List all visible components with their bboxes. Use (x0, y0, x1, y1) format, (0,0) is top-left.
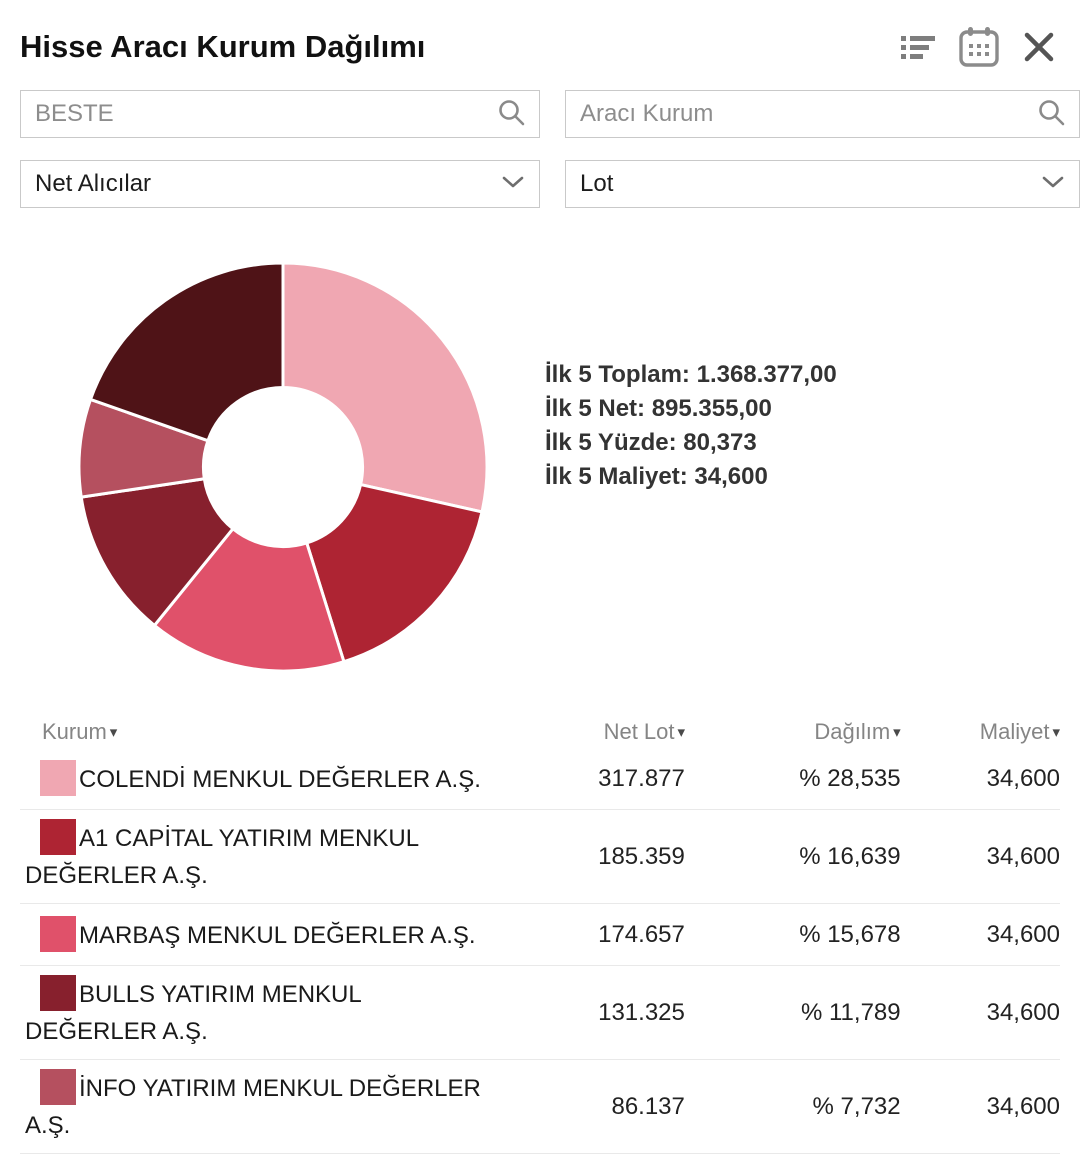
netlot-cell: 174.657 (598, 920, 685, 948)
maliyet-cell: 34,600 (986, 998, 1060, 1026)
broker-name-cell: BULLS YATIRIM MENKUL DEĞERLER A.Ş. (20, 975, 482, 1050)
sort-icon: ▾ (893, 724, 901, 741)
color-swatch (40, 975, 76, 1011)
chevron-down-icon (501, 174, 525, 195)
table-row[interactable]: A1 CAPİTAL YATIRIM MENKUL DEĞERLER A.Ş. … (20, 810, 1060, 904)
summary-line: İlk 5 Toplam: 1.368.377,00 (545, 361, 837, 388)
chevron-down-icon (1041, 174, 1065, 195)
column-header-dagilim[interactable]: Dağılım ▾ (814, 719, 901, 744)
calendar-icon[interactable] (958, 26, 1000, 68)
unit-select-value: Lot (580, 170, 614, 197)
dagilim-cell: % 15,678 (799, 920, 901, 948)
netlot-cell: 317.877 (598, 764, 685, 792)
table-row[interactable]: BULLS YATIRIM MENKUL DEĞERLER A.Ş. 131.3… (20, 966, 1060, 1060)
column-header-kurum[interactable]: Kurum ▾ (42, 719, 118, 744)
dagilim-cell: % 7,732 (812, 1092, 901, 1120)
donut-chart (77, 261, 489, 673)
color-swatch (40, 759, 76, 796)
side-select-value: Net Alıcılar (35, 170, 152, 197)
panel-header: Hisse Aracı Kurum Dağılımı (20, 0, 1060, 68)
summary-line: İlk 5 Maliyet: 34,600 (545, 463, 768, 490)
netlot-cell: 86.137 (611, 1092, 685, 1120)
close-icon[interactable] (1022, 30, 1056, 64)
donut-slice[interactable] (79, 477, 235, 627)
maliyet-cell: 34,600 (986, 920, 1060, 948)
donut-slice[interactable] (305, 483, 484, 664)
header-icon-group (900, 26, 1056, 68)
dagilim-cell: % 28,535 (799, 764, 901, 792)
netlot-cell: 131.325 (598, 998, 685, 1026)
maliyet-cell: 34,600 (986, 764, 1060, 792)
dagilim-cell: % 11,789 (800, 998, 901, 1026)
column-header-netlot[interactable]: Net Lot ▾ (603, 719, 686, 744)
color-swatch (40, 1069, 76, 1105)
maliyet-cell: 34,600 (986, 842, 1060, 870)
sort-icon: ▾ (109, 724, 118, 741)
symbol-search-input[interactable] (35, 91, 497, 137)
table-header-row: Kurum ▾ Net Lot ▾ Dağılım ▾ Maliyet ▾ (20, 716, 1060, 748)
summary-line: İlk 5 Net: 895.355,00 (545, 395, 772, 422)
sort-icon: ▾ (677, 724, 686, 741)
side-select[interactable]: Net Alıcılar (20, 160, 540, 208)
broker-name-cell: A1 CAPİTAL YATIRIM MENKUL DEĞERLER A.Ş. (20, 819, 482, 894)
color-swatch (40, 819, 76, 855)
table-row[interactable]: COLENDİ MENKUL DEĞERLER A.Ş. 317.877 % 2… (20, 748, 1060, 810)
search-icon[interactable] (1037, 98, 1065, 131)
column-header-maliyet[interactable]: Maliyet ▾ (979, 719, 1060, 744)
page-title: Hisse Aracı Kurum Dağılımı (20, 29, 426, 64)
broker-search-input[interactable] (580, 91, 1037, 137)
broker-name-cell: İNFO YATIRIM MENKUL DEĞERLER A.Ş. (20, 1069, 482, 1144)
color-swatch (40, 915, 76, 952)
netlot-cell: 185.359 (598, 842, 685, 870)
filter-bar: Net Alıcılar Lot (20, 90, 1080, 208)
broker-search-field (565, 90, 1080, 138)
chart-section: İlk 5 Toplam: 1.368.377,00 İlk 5 Net: 89… (20, 232, 1060, 702)
donut-slice[interactable] (281, 261, 489, 514)
donut-slice[interactable] (152, 527, 346, 673)
broker-name-cell: COLENDİ MENKUL DEĞERLER A.Ş. (20, 759, 482, 798)
unit-select[interactable]: Lot (565, 160, 1080, 208)
top5-summary: İlk 5 Toplam: 1.368.377,00 İlk 5 Net: 89… (545, 358, 837, 494)
dagilim-cell: % 16,639 (799, 842, 901, 870)
broker-table: Kurum ▾ Net Lot ▾ Dağılım ▾ Maliyet ▾ COLEND… (20, 716, 1060, 1154)
table-row[interactable]: MARBAŞ MENKUL DEĞERLER A.Ş. 174.657 % 15… (20, 904, 1060, 966)
search-icon[interactable] (497, 98, 525, 131)
donut-slice[interactable] (89, 261, 285, 443)
sort-icon: ▾ (1052, 724, 1060, 741)
summary-line: İlk 5 Yüzde: 80,373 (545, 429, 757, 456)
maliyet-cell: 34,600 (986, 1092, 1060, 1120)
broker-name-cell: MARBAŞ MENKUL DEĞERLER A.Ş. (20, 915, 482, 954)
table-row[interactable]: İNFO YATIRIM MENKUL DEĞERLER A.Ş. 86.137… (20, 1060, 1060, 1154)
list-icon[interactable] (900, 33, 936, 61)
symbol-search-field (20, 90, 540, 138)
